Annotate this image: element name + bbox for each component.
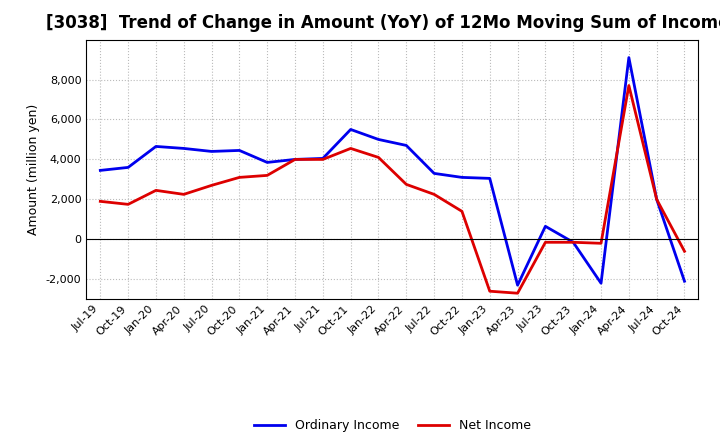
Ordinary Income — [318, 156, 327, 161]
Ordinary Income — [152, 144, 161, 149]
Ordinary Income — [597, 281, 606, 286]
Net Income — [374, 155, 383, 160]
Net Income — [624, 83, 633, 88]
Net Income — [291, 157, 300, 162]
Net Income — [485, 289, 494, 294]
Ordinary Income — [235, 148, 243, 153]
Ordinary Income — [207, 149, 216, 154]
Ordinary Income — [652, 197, 661, 202]
Net Income — [235, 175, 243, 180]
Net Income — [569, 240, 577, 245]
Net Income — [541, 240, 550, 245]
Legend: Ordinary Income, Net Income: Ordinary Income, Net Income — [248, 414, 536, 437]
Ordinary Income — [374, 137, 383, 142]
Net Income — [346, 146, 355, 151]
Net Income — [179, 192, 188, 197]
Net Income — [680, 249, 689, 254]
Ordinary Income — [624, 55, 633, 60]
Ordinary Income — [680, 279, 689, 284]
Ordinary Income — [485, 176, 494, 181]
Ordinary Income — [430, 171, 438, 176]
Net Income — [430, 192, 438, 197]
Net Income — [458, 209, 467, 214]
Line: Ordinary Income: Ordinary Income — [100, 58, 685, 285]
Ordinary Income — [124, 165, 132, 170]
Net Income — [152, 188, 161, 193]
Net Income — [263, 173, 271, 178]
Ordinary Income — [402, 143, 410, 148]
Ordinary Income — [179, 146, 188, 151]
Ordinary Income — [96, 168, 104, 173]
Net Income — [652, 197, 661, 202]
Net Income — [318, 157, 327, 162]
Y-axis label: Amount (million yen): Amount (million yen) — [27, 104, 40, 235]
Ordinary Income — [541, 224, 550, 229]
Ordinary Income — [263, 160, 271, 165]
Title: [3038]  Trend of Change in Amount (YoY) of 12Mo Moving Sum of Incomes: [3038] Trend of Change in Amount (YoY) o… — [45, 15, 720, 33]
Net Income — [513, 290, 522, 296]
Net Income — [124, 202, 132, 207]
Ordinary Income — [513, 282, 522, 288]
Line: Net Income: Net Income — [100, 85, 685, 293]
Net Income — [597, 241, 606, 246]
Net Income — [207, 183, 216, 188]
Ordinary Income — [291, 157, 300, 162]
Ordinary Income — [346, 127, 355, 132]
Ordinary Income — [569, 240, 577, 245]
Net Income — [96, 199, 104, 204]
Ordinary Income — [458, 175, 467, 180]
Net Income — [402, 182, 410, 187]
